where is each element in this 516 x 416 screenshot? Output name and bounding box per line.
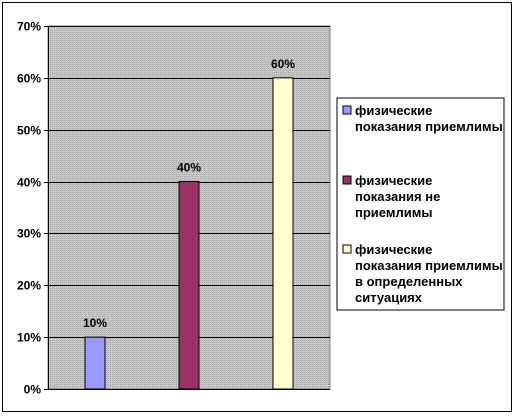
legend-label: физические показания приемлимы в определен…	[355, 242, 503, 305]
data-label: 60%	[271, 57, 295, 71]
legend-label: физические показания приемлимы	[355, 103, 503, 134]
y-tick-label: 50%	[17, 124, 41, 138]
legend-label: физические показания не приемлимы	[355, 173, 440, 220]
data-labels: 10% 40% 60%	[83, 57, 295, 330]
data-label: 10%	[83, 316, 107, 330]
bar	[178, 181, 200, 390]
y-tick-label: 70%	[17, 20, 41, 34]
legend-swatch	[342, 105, 352, 115]
legend: физические показания приемлимы физические п…	[336, 97, 505, 311]
bar	[272, 77, 294, 390]
data-label: 40%	[177, 161, 201, 175]
legend-swatch	[342, 175, 352, 185]
legend-box	[336, 97, 505, 311]
y-axis: 0% 10% 20% 30% 40% 50% 60% 70%	[17, 20, 330, 397]
y-tick-label: 20%	[17, 279, 41, 293]
bar	[84, 336, 106, 390]
y-tick-label: 40%	[17, 176, 41, 190]
y-tick-label: 10%	[17, 331, 41, 345]
y-tick-label: 30%	[17, 227, 41, 241]
y-tick-label: 0%	[24, 383, 42, 397]
y-tick-label: 60%	[17, 72, 41, 86]
legend-swatch	[342, 244, 352, 254]
